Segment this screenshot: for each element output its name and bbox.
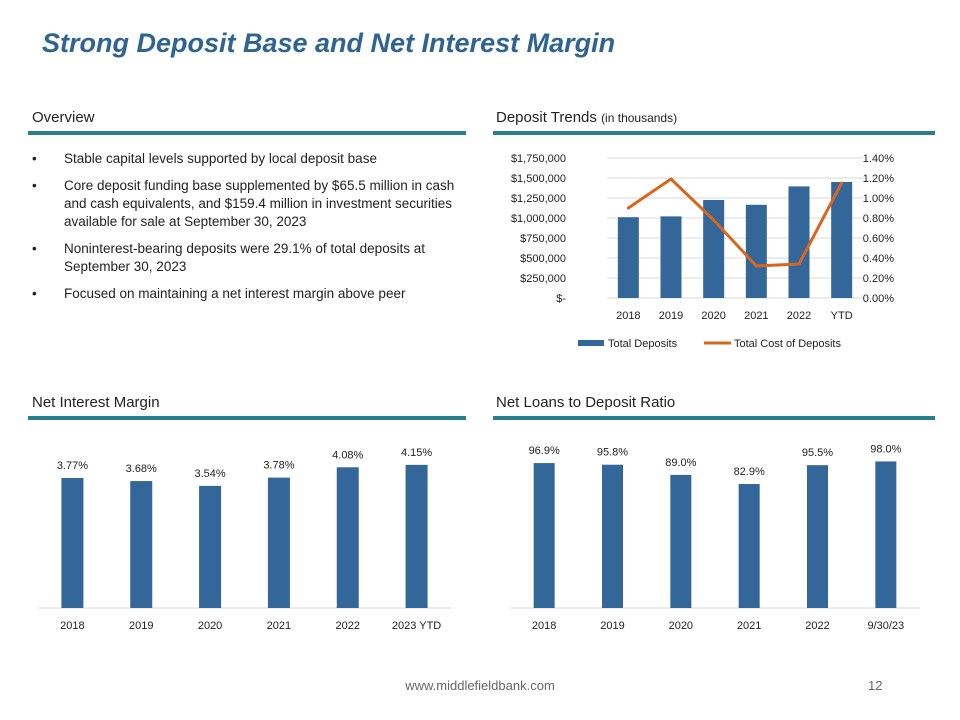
- deposit-bar: [660, 216, 682, 298]
- x-tick-label: 2020: [701, 310, 725, 322]
- deposit-trends-chart: $- $250,000 $500,000 $750,000 $1,000,000 $1,2…: [511, 153, 894, 350]
- overview-bullets: • Stable capital levels supported by loca…: [32, 150, 462, 312]
- legend-swatch-deposits: [578, 340, 604, 346]
- bullet-dot-icon: •: [32, 151, 37, 166]
- left-axis-tick-label: $-: [556, 293, 566, 305]
- x-tick-label: 2022: [787, 310, 811, 322]
- right-axis-tick-label: 0.20%: [863, 273, 894, 285]
- bar: [199, 485, 222, 608]
- bullet-dot-icon: •: [32, 286, 37, 301]
- data-label: 95.5%: [802, 447, 833, 459]
- left-axis-tick-label: $1,250,000: [511, 193, 566, 205]
- overview-rule: [28, 131, 466, 135]
- bullet-item: • Noninterest-bearing deposits were 29.1%…: [32, 241, 425, 274]
- deposit-bar: [617, 217, 639, 298]
- data-label: 3.77%: [57, 460, 88, 472]
- right-axis-tick-label: 0.40%: [863, 253, 894, 265]
- bullet-item: • Focused on maintaining a net interest m…: [32, 286, 406, 301]
- legend-label: Total Cost of Deposits: [734, 338, 841, 350]
- data-label: 89.0%: [665, 457, 696, 469]
- left-axis-tick-label: $1,000,000: [511, 213, 566, 225]
- right-axis-tick-label: 0.80%: [863, 213, 894, 225]
- net-interest-margin-chart: 3.77% 2018 3.68% 2019 3.54% 2020 3.78% 2021 4.08…: [38, 447, 451, 632]
- data-label: 98.0%: [870, 443, 901, 455]
- x-tick-label: 2020: [198, 620, 222, 632]
- bar: [807, 465, 828, 608]
- cost-of-deposits-point: [797, 262, 801, 266]
- bar: [130, 481, 153, 608]
- ltd-heading: Net Loans to Deposit Ratio: [496, 394, 676, 411]
- x-tick-label: 2021: [744, 310, 768, 322]
- data-label: 3.78%: [263, 460, 294, 472]
- data-label: 4.08%: [332, 449, 363, 461]
- bar: [267, 477, 290, 608]
- data-label: 3.54%: [194, 468, 225, 480]
- page-title: Strong Deposit Base and Net Interest Mar…: [42, 28, 616, 58]
- deposit-trends-rule: [493, 131, 935, 135]
- bar: [875, 461, 897, 608]
- data-label: 4.15%: [401, 447, 432, 459]
- x-tick-label: 2019: [129, 620, 153, 632]
- x-tick-label: 2021: [737, 620, 761, 632]
- bar: [602, 464, 623, 608]
- cost-of-deposits-point: [669, 177, 673, 181]
- x-tick-label: 2018: [60, 620, 84, 632]
- cost-of-deposits-point: [754, 264, 758, 268]
- deposit-bar: [788, 186, 810, 298]
- cost-of-deposits-point: [626, 206, 630, 210]
- right-axis-tick-label: 1.00%: [863, 193, 894, 205]
- overview-heading: Overview: [32, 109, 95, 126]
- left-axis-tick-label: $750,000: [520, 233, 566, 245]
- bullet-dot-icon: •: [32, 241, 37, 256]
- data-label: 82.9%: [734, 466, 765, 478]
- bar: [61, 477, 84, 608]
- cost-of-deposits-line: [627, 177, 843, 268]
- ltd-rule: [493, 416, 935, 420]
- cost-of-deposits-point: [712, 218, 716, 222]
- legend-label: Total Deposits: [608, 338, 678, 350]
- bar: [738, 484, 760, 608]
- bar: [336, 467, 359, 608]
- x-tick-label: 2022: [336, 620, 360, 632]
- x-tick-label: 2018: [532, 620, 556, 632]
- footer-url[interactable]: www.middlefieldbank.com: [405, 678, 555, 693]
- x-tick-label: 9/30/23: [867, 620, 904, 632]
- bullet-item: • Stable capital levels supported by loca…: [32, 151, 377, 166]
- bar: [533, 463, 555, 608]
- left-axis-tick-label: $250,000: [520, 273, 566, 285]
- x-tick-label: 2019: [600, 620, 624, 632]
- left-axis-tick-label: $1,750,000: [511, 153, 566, 165]
- bar: [670, 474, 692, 608]
- net-loans-to-deposit-chart: 96.9% 2018 95.8% 2019 89.0% 2020 82.9% 2021 95.5…: [510, 443, 920, 632]
- right-axis-tick-label: 0.60%: [863, 233, 894, 245]
- right-axis-tick-label: 1.20%: [863, 173, 894, 185]
- left-axis-tick-label: $500,000: [520, 253, 566, 265]
- deposit-trends-heading: Deposit Trends (in thousands): [496, 109, 678, 126]
- deposit-bar: [831, 182, 853, 298]
- x-tick-label: 2019: [659, 310, 683, 322]
- x-tick-label: 2023 YTD: [392, 620, 441, 632]
- bullet-item: • Core deposit funding base supplemented …: [32, 178, 455, 229]
- x-tick-label: 2020: [669, 620, 693, 632]
- deposit-bar: [745, 204, 767, 298]
- x-tick-label: 2021: [267, 620, 291, 632]
- nim-heading: Net Interest Margin: [32, 394, 160, 411]
- page-number: 12: [868, 678, 883, 693]
- bar: [405, 464, 428, 608]
- nim-rule: [28, 416, 466, 420]
- right-axis-tick-label: 1.40%: [863, 153, 894, 165]
- data-label: 96.9%: [529, 445, 560, 457]
- cost-of-deposits-point: [840, 181, 844, 185]
- x-tick-label: YTD: [831, 310, 853, 322]
- left-axis-tick-label: $1,500,000: [511, 173, 566, 185]
- x-tick-label: 2022: [805, 620, 829, 632]
- data-label: 95.8%: [597, 447, 628, 459]
- data-label: 3.68%: [126, 463, 157, 475]
- bullet-dot-icon: •: [32, 178, 37, 193]
- right-axis-tick-label: 0.00%: [863, 293, 894, 305]
- x-tick-label: 2018: [616, 310, 640, 322]
